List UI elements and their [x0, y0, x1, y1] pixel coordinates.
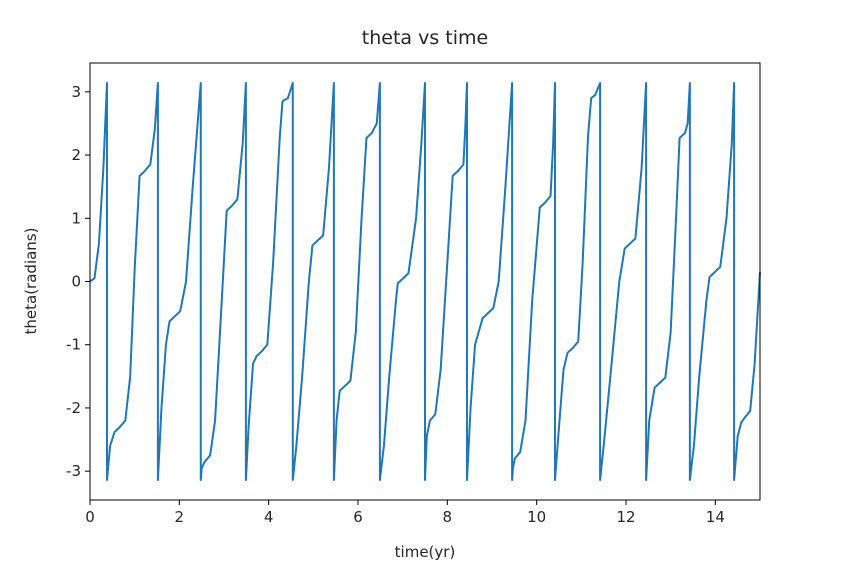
x-tick-label: 2 — [175, 508, 185, 526]
x-axis-label: time(yr) — [395, 543, 456, 561]
y-tick-label: 1 — [71, 209, 81, 227]
x-tick-label: 4 — [264, 508, 274, 526]
axes-frame — [89, 62, 761, 501]
x-tick-label: 6 — [353, 508, 363, 526]
y-tick-label: -3 — [66, 462, 81, 480]
x-tick-label: 8 — [443, 508, 453, 526]
x-tick-label: 14 — [706, 508, 725, 526]
data-line — [89, 81, 761, 482]
y-axis-label: theta(radians) — [22, 228, 40, 335]
y-tick-label: 0 — [71, 273, 81, 291]
y-tick-label: 3 — [71, 83, 81, 101]
y-tick-label: -1 — [66, 336, 81, 354]
y-tick-label: -2 — [66, 399, 81, 417]
x-tick-label: 10 — [527, 508, 546, 526]
y-tick-label: 2 — [71, 146, 81, 164]
x-tick-label: 0 — [85, 508, 95, 526]
chart-title: theta vs time — [362, 27, 488, 49]
x-tick-label: 12 — [616, 508, 635, 526]
